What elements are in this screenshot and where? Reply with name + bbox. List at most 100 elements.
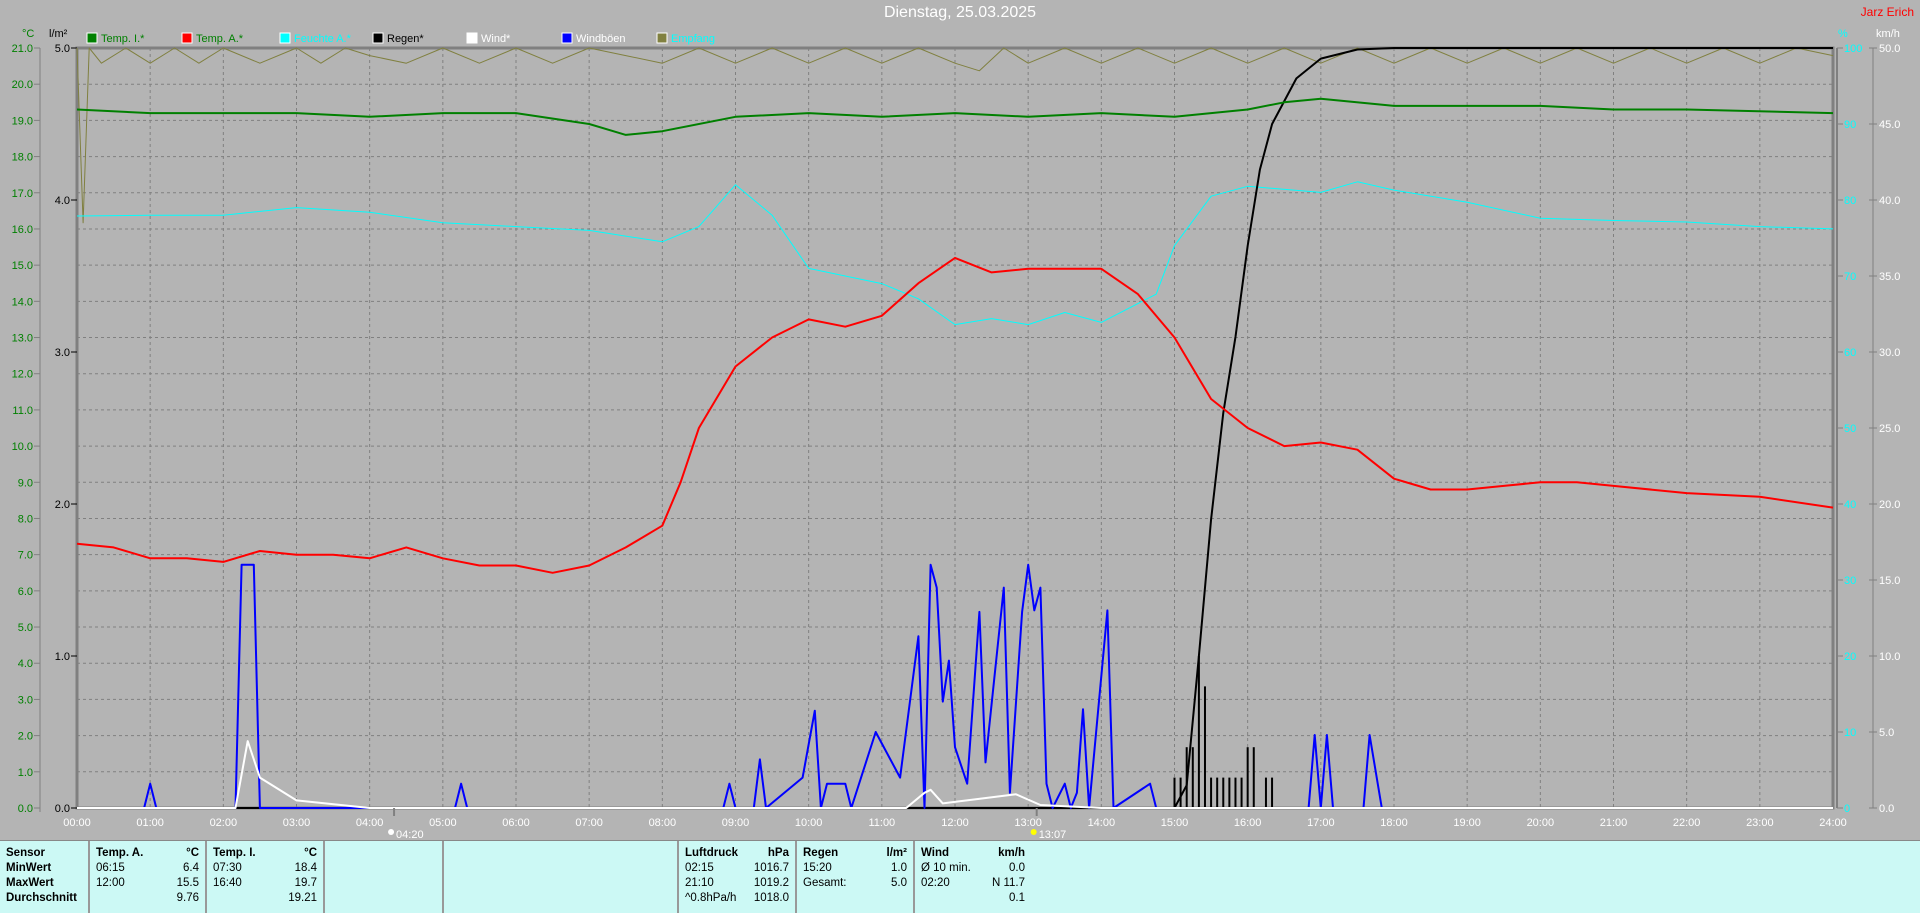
rain-axis-unit: l/m²: [49, 28, 68, 40]
temp-tick-label: 19.0: [12, 115, 33, 127]
temp_a-value: 9.76: [176, 892, 199, 904]
wind-tick-label: 5.0: [1879, 727, 1894, 739]
pressure-unit: hPa: [767, 847, 789, 859]
wind-unit: km/h: [998, 847, 1025, 859]
legend-label: Regen*: [387, 33, 424, 45]
humidity-tick-label: 20: [1844, 651, 1856, 663]
temp_a-time: 12:00: [96, 877, 125, 889]
legend-label: Windböen: [576, 33, 626, 45]
x-tick-label: 22:00: [1673, 817, 1701, 829]
temp_a-value: 15.5: [176, 877, 199, 889]
x-tick-label: 04:00: [356, 817, 384, 829]
temp_i-value: 19.7: [294, 877, 317, 889]
wind-value: 0.0: [1009, 862, 1025, 874]
humidity-tick-label: 0: [1844, 803, 1850, 815]
series-line-temp-i-: [76, 97, 1834, 136]
rain-time: 15:20: [803, 862, 832, 874]
empty-column: [442, 841, 677, 913]
x-tick-label: 18:00: [1380, 817, 1408, 829]
rain-tick-label: 3.0: [55, 347, 70, 359]
pressure-time: 21:10: [685, 877, 714, 889]
temp-tick-label: 0.0: [18, 803, 33, 815]
legend-label: Feuchte A.*: [294, 33, 352, 45]
temp-i-column: Temp. I. °C 07:30 18.4 16:40 19.7 19.21: [205, 841, 323, 913]
legend-label: Wind*: [481, 33, 511, 45]
rain-value: 1.0: [891, 862, 907, 874]
sunrise-icon: [388, 829, 395, 835]
x-tick-label: 08:00: [649, 817, 677, 829]
wind-tick-label: 0.0: [1879, 803, 1894, 815]
wind-tick-label: 30.0: [1879, 347, 1900, 359]
temp_a-header: Temp. A.: [96, 847, 144, 859]
temp-tick-label: 21.0: [12, 43, 33, 55]
x-tick-label: 13:00: [1014, 817, 1042, 829]
wind-tick-label: 40.0: [1879, 195, 1900, 207]
temp_i-value: 18.4: [294, 862, 317, 874]
humidity-tick-label: 90: [1844, 119, 1856, 131]
temp_i-time: 16:40: [213, 877, 242, 889]
humidity-tick-label: 30: [1844, 575, 1856, 587]
pressure-time: ^0.8hPa/h: [685, 892, 737, 904]
wind-tick-label: 20.0: [1879, 499, 1900, 511]
wind-column: Wind km/h Ø 10 min. 0.0 02:20 N 11.7 0.1: [913, 841, 1031, 913]
wind-header: Wind: [921, 847, 949, 859]
series-line-temp-a-: [76, 256, 1834, 574]
x-tick-label: 24:00: [1819, 817, 1847, 829]
wind-tick-label: 45.0: [1879, 119, 1900, 131]
pressure-value: 1019.2: [753, 877, 789, 889]
x-tick-label: 19:00: [1453, 817, 1481, 829]
humidity-tick-label: 80: [1844, 195, 1856, 207]
chart-title: Dienstag, 25.03.2025: [883, 4, 1037, 21]
legend-swatch: [372, 32, 384, 44]
wind-tick-label: 10.0: [1879, 651, 1900, 663]
author-label: Jarz Erich: [1860, 5, 1914, 19]
x-tick-label: 14:00: [1088, 817, 1116, 829]
humidity-tick-label: 50: [1844, 423, 1856, 435]
temp_a-time: 06:15: [96, 862, 125, 874]
x-tick-label: 09:00: [722, 817, 750, 829]
temp_i-unit: °C: [304, 847, 317, 859]
temp-tick-label: 5.0: [18, 622, 33, 634]
temp-tick-label: 1.0: [18, 767, 33, 779]
temp-tick-label: 3.0: [18, 694, 33, 706]
humidity-axis-unit: %: [1838, 28, 1848, 40]
sensor-column: Sensor MinWert MaxWert Durchschnitt: [0, 841, 88, 913]
temp-tick-label: 18.0: [12, 152, 33, 164]
pressure-column: Luftdruck hPa 02:15 1016.7 21:10 1019.2 ^0.8hP…: [677, 841, 795, 913]
rain-value: 5.0: [891, 877, 907, 889]
rain-time: Gesamt:: [803, 877, 847, 889]
temp-tick-label: 11.0: [12, 405, 33, 417]
empty-column: [323, 841, 442, 913]
row-label-max: MaxWert: [6, 877, 54, 889]
sunset-icon: [1030, 829, 1037, 835]
legend-swatch: [656, 32, 668, 44]
legend-swatch: [466, 32, 478, 44]
pressure-value: 1018.0: [753, 892, 789, 904]
temp-tick-label: 20.0: [12, 79, 33, 91]
temp-tick-label: 14.0: [12, 296, 33, 308]
rain-tick-label: 2.0: [55, 499, 70, 511]
x-tick-label: 16:00: [1234, 817, 1262, 829]
series-line-regen-: [77, 47, 1833, 809]
temp-tick-label: 12.0: [12, 369, 33, 381]
x-tick-label: 06:00: [502, 817, 530, 829]
x-tick-label: 20:00: [1527, 817, 1555, 829]
x-tick-label: 23:00: [1746, 817, 1774, 829]
sunset-label: 13:07: [1039, 829, 1067, 840]
legend-label: Temp. I.*: [101, 33, 145, 45]
wind-value: N 11.7: [991, 877, 1025, 889]
temp_i-time: 07:30: [213, 862, 242, 874]
humidity-tick-label: 60: [1844, 347, 1856, 359]
x-tick-label: 12:00: [941, 817, 969, 829]
legend-swatch: [86, 32, 98, 44]
wind-axis-unit: km/h: [1876, 28, 1900, 40]
pressure-time: 02:15: [685, 862, 714, 874]
x-tick-label: 15:00: [1161, 817, 1189, 829]
x-tick-label: 17:00: [1307, 817, 1335, 829]
x-tick-label: 10:00: [795, 817, 823, 829]
wind-value: 0.1: [1009, 892, 1025, 904]
row-label-min: MinWert: [6, 862, 52, 874]
weather-chart: °C l/m²% km/h 0.0 1.0 2.0 3.0 4.0 5.0 6.0 7.0 8.0 9.…: [12, 28, 1901, 840]
rain-unit: l/m²: [886, 847, 907, 859]
rain-tick-label: 1.0: [55, 651, 70, 663]
